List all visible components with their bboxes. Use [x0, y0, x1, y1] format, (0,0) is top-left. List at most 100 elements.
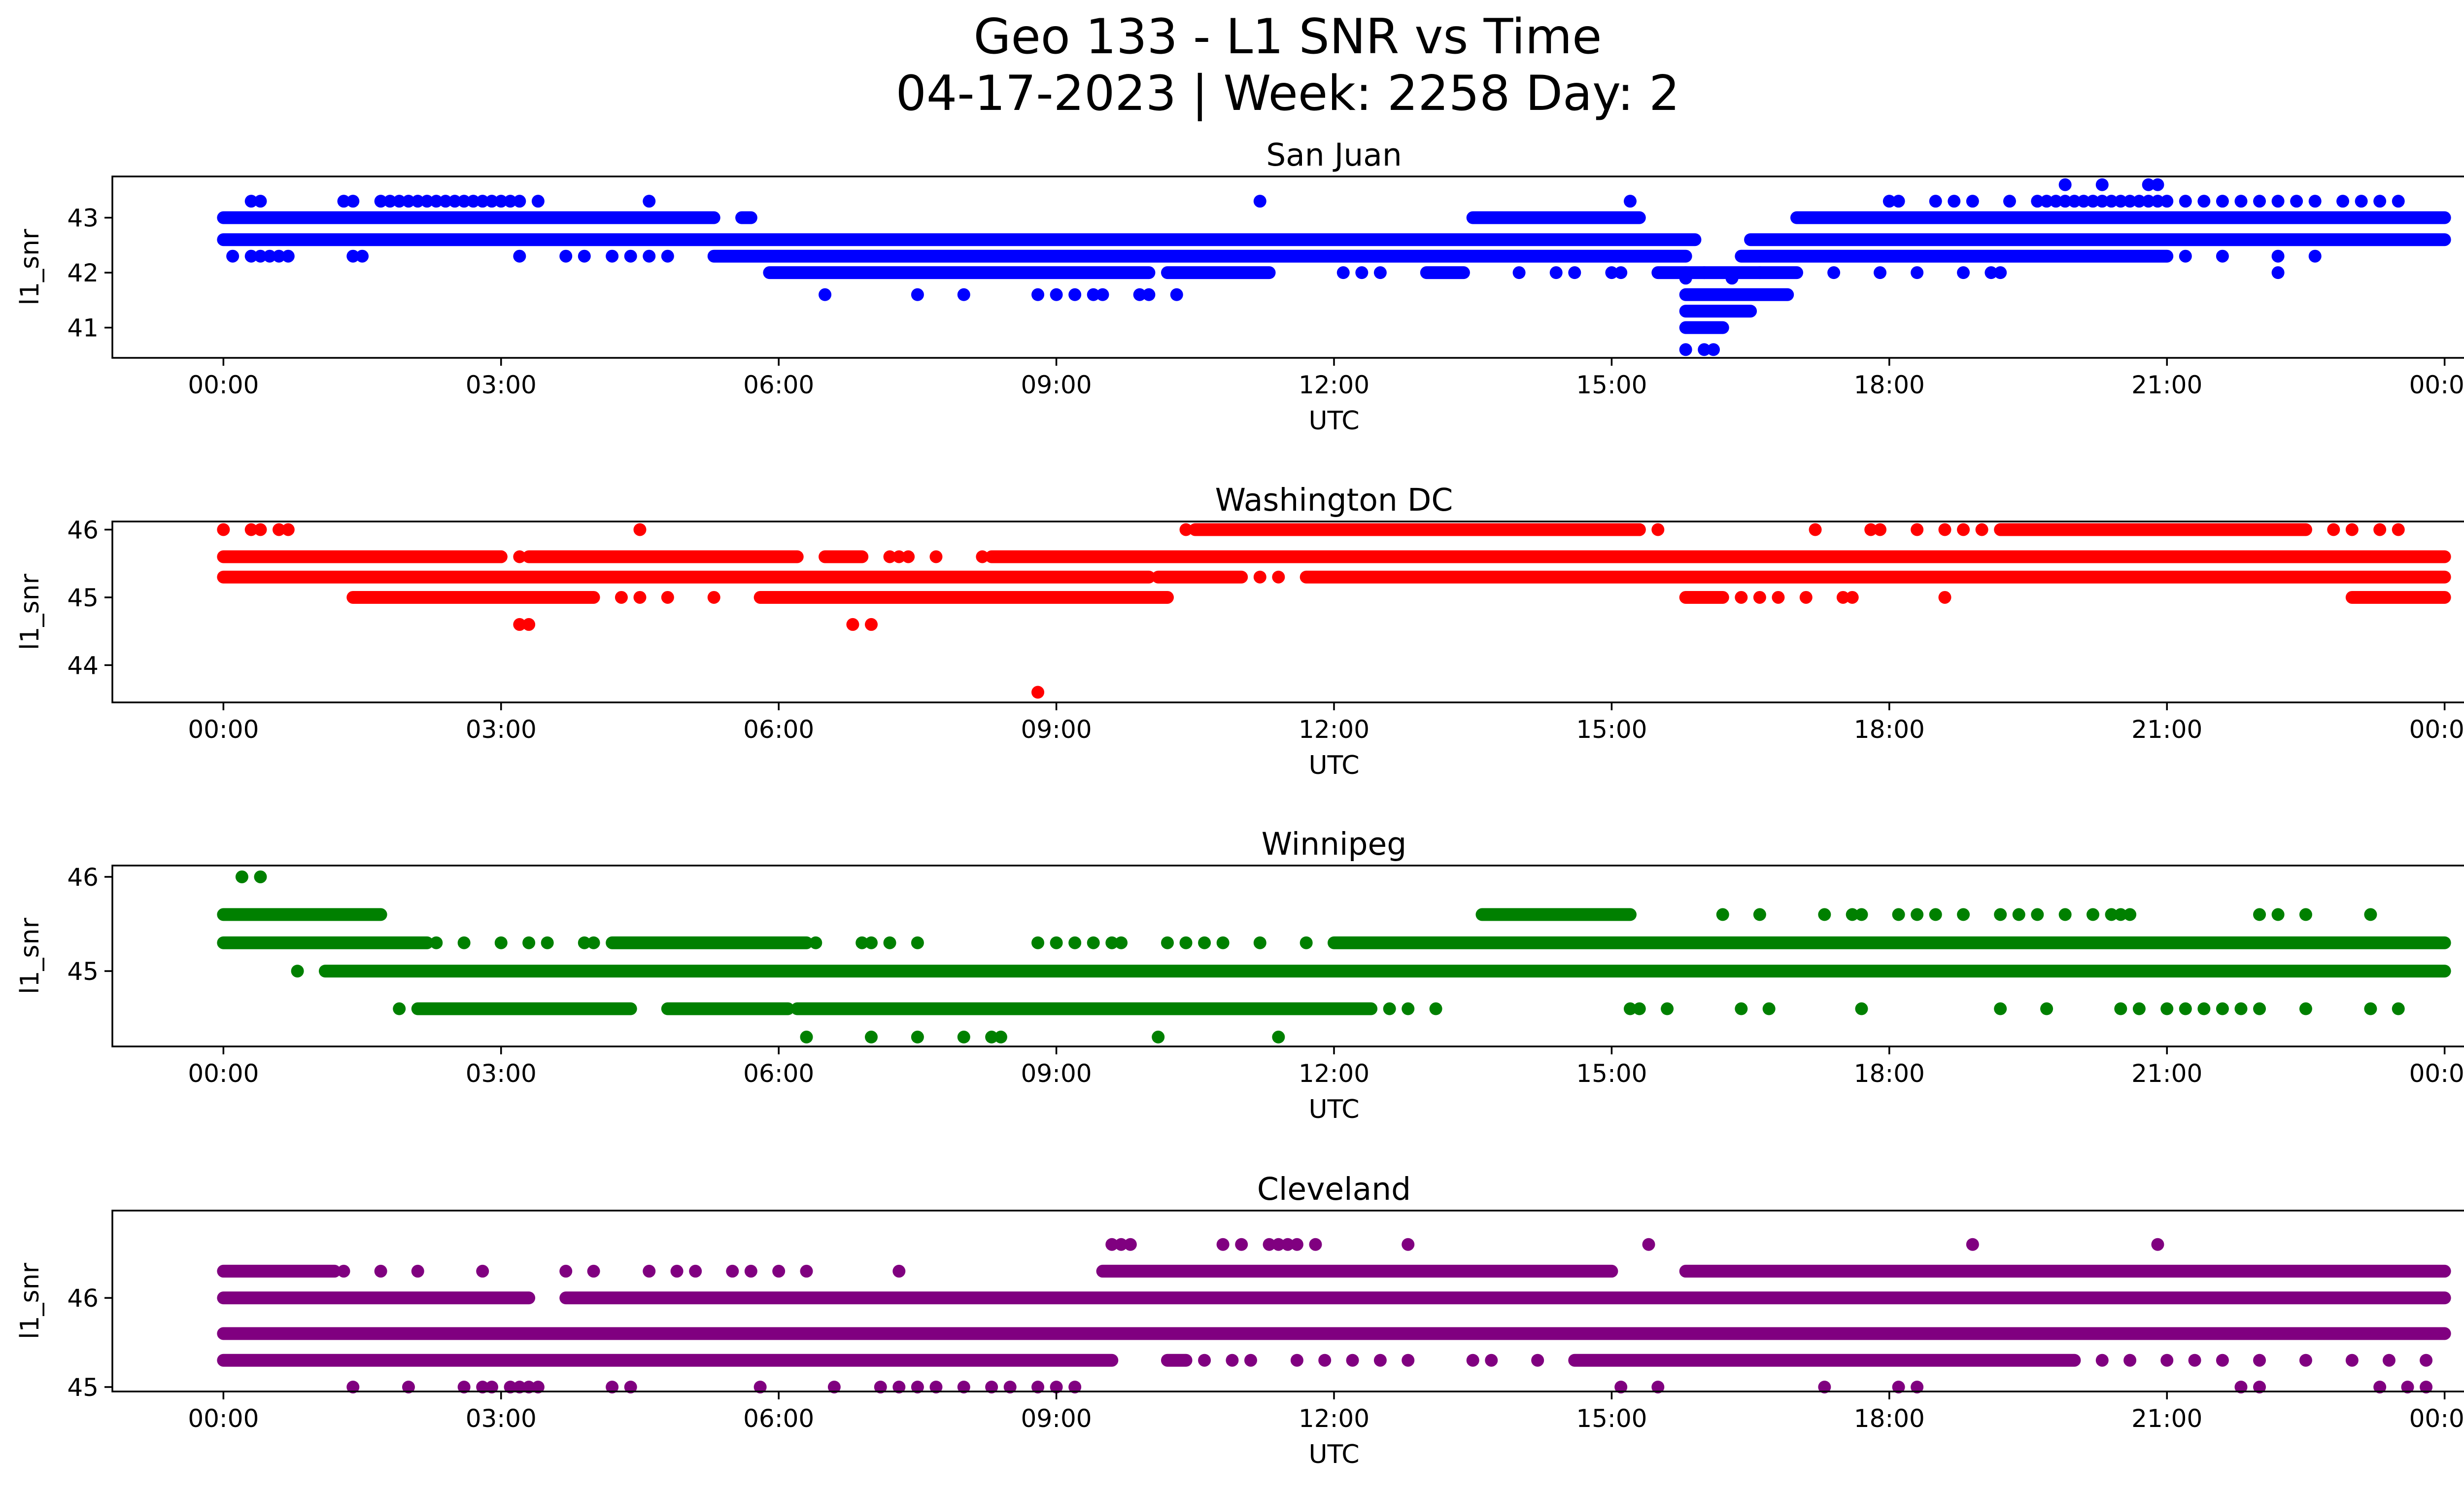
data-point — [467, 195, 480, 208]
data-point — [402, 1380, 415, 1393]
data-point — [531, 195, 545, 208]
x-tick-label: 00:00 — [2409, 1059, 2464, 1088]
data-point — [864, 1030, 878, 1043]
data-point — [485, 1380, 498, 1393]
point-band — [217, 550, 508, 563]
data-point — [448, 195, 461, 208]
data-point — [1651, 1380, 1665, 1393]
data-point — [1105, 1238, 1119, 1251]
data-point — [1290, 1238, 1303, 1251]
data-point — [883, 550, 896, 563]
data-point — [374, 1264, 387, 1278]
x-tick-label: 00:00 — [2409, 371, 2464, 399]
data-point — [819, 288, 832, 301]
data-point — [1263, 1238, 1276, 1251]
x-tick-label: 12:00 — [1299, 715, 1369, 744]
y-axis-label: l1_snr — [15, 1262, 45, 1339]
data-point — [393, 1002, 406, 1015]
data-points — [217, 178, 2451, 356]
y-tick-label: 44 — [67, 651, 99, 680]
data-point — [559, 249, 573, 263]
data-point — [513, 1380, 526, 1393]
data-point — [1874, 266, 1887, 279]
x-tick-label: 21:00 — [2131, 1404, 2202, 1433]
x-tick-label: 12:00 — [1299, 1404, 1369, 1433]
data-point — [1892, 195, 1905, 208]
x-tick-label: 18:00 — [1854, 371, 1925, 399]
x-tick-label: 12:00 — [1299, 1059, 1369, 1088]
data-point — [1707, 343, 1720, 356]
data-point — [2031, 195, 2044, 208]
point-band — [735, 211, 757, 224]
data-point — [1827, 266, 1841, 279]
data-point — [383, 195, 397, 208]
data-point — [2151, 178, 2164, 191]
data-point — [2197, 1002, 2211, 1015]
data-point — [1911, 266, 1924, 279]
data-point — [2123, 1354, 2137, 1367]
point-band — [217, 1327, 2451, 1340]
data-point — [957, 288, 970, 301]
data-point — [892, 1380, 906, 1393]
data-point — [1799, 591, 1813, 604]
point-band — [1420, 266, 1470, 279]
point-band — [1475, 908, 1637, 921]
data-point — [2364, 908, 2377, 921]
data-point — [1068, 288, 1082, 301]
data-point — [874, 1380, 887, 1393]
data-point — [800, 1030, 813, 1043]
axes-frame — [111, 865, 2464, 1047]
data-point — [2058, 195, 2072, 208]
point-band — [753, 591, 1174, 604]
data-point — [1966, 195, 1979, 208]
data-point — [1623, 1002, 1637, 1015]
data-point — [643, 249, 656, 263]
y-tick-label: 45 — [67, 584, 99, 612]
point-band — [819, 550, 869, 563]
data-point — [2179, 249, 2192, 263]
data-point — [1772, 591, 1785, 604]
data-point — [1124, 1238, 1137, 1251]
data-point — [1762, 1002, 1776, 1015]
data-point — [1253, 570, 1266, 584]
data-point — [1957, 908, 1970, 921]
data-point — [1179, 523, 1193, 536]
data-points — [217, 523, 2451, 699]
data-point — [2234, 195, 2248, 208]
point-band — [1753, 266, 1804, 279]
data-point — [1281, 1238, 1295, 1251]
x-tick-label: 06:00 — [743, 1404, 814, 1433]
data-point — [1938, 591, 1951, 604]
data-point — [457, 195, 471, 208]
data-point — [244, 249, 258, 263]
data-point — [606, 1380, 619, 1393]
x-tick-label: 21:00 — [2131, 371, 2202, 399]
data-point — [2253, 1002, 2266, 1015]
data-point — [374, 195, 387, 208]
x-tick-label: 15:00 — [1576, 1059, 1647, 1088]
x-tick-label: 00:00 — [188, 715, 259, 744]
data-point — [643, 1264, 656, 1278]
point-band — [559, 1291, 2451, 1305]
data-point — [800, 1264, 813, 1278]
data-point — [356, 249, 369, 263]
data-point — [2392, 523, 2405, 536]
data-point — [1226, 1354, 1239, 1367]
data-point — [1651, 523, 1665, 536]
data-point — [226, 249, 240, 263]
data-point — [2095, 1354, 2109, 1367]
data-point — [1429, 1002, 1442, 1015]
data-point — [1105, 936, 1119, 949]
x-tick-label: 06:00 — [743, 1059, 814, 1088]
data-point — [476, 195, 489, 208]
data-point — [578, 936, 591, 949]
point-band — [2345, 591, 2451, 604]
data-point — [1216, 936, 1230, 949]
y-tick-label: 41 — [67, 314, 99, 343]
data-point — [2086, 908, 2099, 921]
data-point — [1290, 1354, 1303, 1367]
data-point — [846, 618, 859, 631]
data-point — [1836, 591, 1849, 604]
data-point — [2345, 523, 2359, 536]
